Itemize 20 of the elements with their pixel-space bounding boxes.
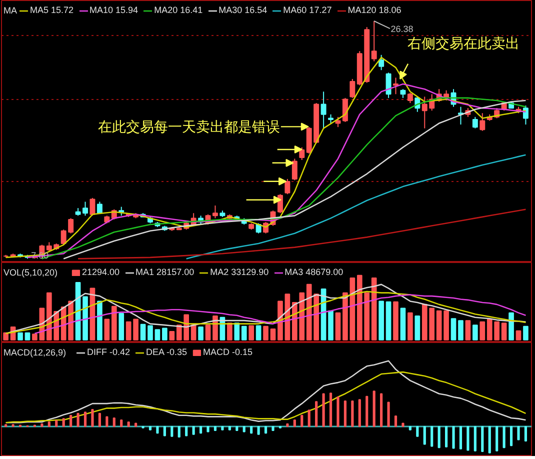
legend-title: MA	[4, 6, 17, 16]
legend-label: MA10 15.94	[90, 5, 138, 15]
legend-label: MA20 16.41	[154, 5, 203, 15]
legend-label: MA60 17.27	[283, 5, 332, 15]
annotation: 在此交易每一天卖出都是错误	[98, 118, 280, 135]
legend-label: MA5 15.72	[30, 5, 74, 15]
legend-label: DEA -0.35	[146, 347, 188, 357]
annotation: 26.38	[390, 24, 414, 34]
annotation: 7.60	[31, 250, 49, 261]
legend-label: MA30 16.54	[218, 5, 268, 15]
legend-title: MACD(12,26,9)	[4, 348, 66, 358]
legend-label: MA120 18.06	[348, 5, 402, 15]
annotation: 右侧交易在此卖出	[407, 35, 520, 52]
legend-title: VOL(5,10,20)	[4, 268, 58, 278]
legend-label: MA2 33129.90	[210, 267, 269, 277]
legend-label: MA1 28157.00	[136, 267, 194, 277]
legend-label: 21294.00	[82, 267, 120, 277]
legend-label: MA3 48679.00	[284, 267, 344, 277]
legend-label: MACD -0.15	[203, 347, 253, 357]
legend-label: DIFF -0.42	[87, 347, 130, 357]
